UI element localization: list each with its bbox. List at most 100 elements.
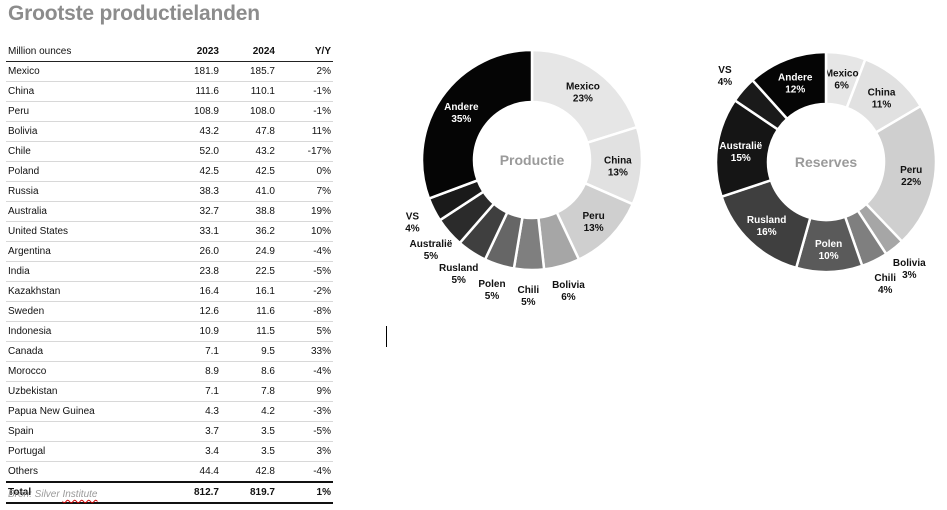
reserves-label-name-bolivia: Bolivia	[893, 258, 926, 269]
column-header-yy: Y/Y	[277, 42, 333, 62]
table-row: Mexico 181.9 185.7 2%	[6, 61, 333, 82]
row-2023: 33.1	[165, 221, 221, 242]
production-label-value-china: 13%	[608, 168, 628, 179]
row-yy: 10%	[277, 221, 333, 242]
row-country: Argentina	[6, 241, 165, 262]
row-2023: 181.9	[165, 61, 221, 82]
row-2023: 3.7	[165, 421, 221, 442]
production-table: Million ounces 2023 2024 Y/Y Mexico 181.9…	[6, 42, 333, 504]
production-label-value-chili: 5%	[521, 297, 536, 308]
row-2023: 8.9	[165, 361, 221, 382]
row-2023: 52.0	[165, 141, 221, 162]
production-label-value-australie: 5%	[424, 251, 439, 262]
row-2024: 185.7	[221, 61, 277, 82]
row-2024: 38.8	[221, 201, 277, 222]
row-2023: 7.1	[165, 341, 221, 362]
row-country: Spain	[6, 421, 165, 442]
production-label-value-bolivia: 6%	[561, 292, 576, 303]
production-label-value-vs: 4%	[405, 224, 420, 235]
reserves-label-bolivia: Bolivia 3%	[893, 258, 926, 281]
production-slice-andere	[420, 48, 534, 201]
reserves-label-value-chili: 4%	[878, 285, 893, 296]
row-country: Australia	[6, 201, 165, 222]
table-row: China 111.6 110.1 -1%	[6, 81, 333, 102]
reserves-label-name-polen: Polen	[815, 239, 842, 250]
row-yy: 7%	[277, 181, 333, 202]
row-yy: 19%	[277, 201, 333, 222]
row-2024: 4.2	[221, 401, 277, 422]
reserves-label-name-australie: Australië	[719, 141, 762, 152]
row-country: Papua New Guinea	[6, 401, 165, 422]
row-2024: 42.5	[221, 161, 277, 182]
row-yy: 2%	[277, 61, 333, 82]
production-label-name-bolivia: Bolivia	[552, 280, 585, 291]
reserves-label-andere: Andere 12%	[778, 73, 813, 96]
reserves-label-value-polen: 10%	[819, 251, 839, 262]
table-row: Chile 52.0 43.2 -17%	[6, 141, 333, 162]
table-row: Spain 3.7 3.5 -5%	[6, 421, 333, 442]
row-country: Portugal	[6, 441, 165, 462]
row-2023: 32.7	[165, 201, 221, 222]
row-2023: 10.9	[165, 321, 221, 342]
row-2024: 47.8	[221, 121, 277, 142]
row-country: India	[6, 261, 165, 282]
reserves-label-vs: VS 4%	[718, 65, 733, 88]
production-label-value-polen: 5%	[485, 291, 500, 302]
table-row: Poland 42.5 42.5 0%	[6, 161, 333, 182]
row-country: Uzbekistan	[6, 381, 165, 402]
reserves-label-mexico: Mexico 6%	[825, 68, 859, 91]
reserves-label-peru: Peru 22%	[900, 165, 922, 188]
table-row: Kazakhstan 16.4 16.1 -2%	[6, 281, 333, 302]
row-2024: 16.1	[221, 281, 277, 302]
row-2024: 110.1	[221, 81, 277, 102]
source-institute: Institute	[62, 489, 98, 500]
row-2023: 108.9	[165, 101, 221, 122]
row-country: Peru	[6, 101, 165, 122]
row-yy: -3%	[277, 401, 333, 422]
reserves-label-value-china: 11%	[872, 99, 892, 110]
row-2023: 42.5	[165, 161, 221, 182]
table-row: Sweden 12.6 11.6 -8%	[6, 301, 333, 322]
row-2024: 43.2	[221, 141, 277, 162]
production-label-name-mexico: Mexico	[566, 82, 600, 93]
row-country: Chile	[6, 141, 165, 162]
reserves-label-name-mexico: Mexico	[825, 68, 859, 79]
column-header-2023: 2023	[165, 42, 221, 62]
table-row: India 23.8 22.5 -5%	[6, 261, 333, 282]
row-yy: 9%	[277, 381, 333, 402]
table-row: Indonesia 10.9 11.5 5%	[6, 321, 333, 342]
table-body: Mexico 181.9 185.7 2% China 111.6 110.1 -1% Peru…	[6, 61, 333, 483]
reserves-label-value-vs: 4%	[718, 77, 733, 88]
column-header-2024: 2024	[221, 42, 277, 62]
production-label-value-mexico: 23%	[573, 94, 593, 105]
row-country: Poland	[6, 161, 165, 182]
page-title: Grootste productielanden	[8, 2, 260, 25]
total-2023: 812.7	[165, 481, 221, 504]
row-2024: 7.8	[221, 381, 277, 402]
table-row: Portugal 3.4 3.5 3%	[6, 441, 333, 462]
production-label-name-peru: Peru	[583, 211, 605, 222]
total-label: Total	[6, 481, 165, 504]
production-label-china: China 13%	[604, 156, 632, 179]
row-2023: 3.4	[165, 441, 221, 462]
row-2023: 111.6	[165, 81, 221, 102]
reserves-label-australie: Australië 15%	[719, 141, 762, 164]
table-row: United States 33.1 36.2 10%	[6, 221, 333, 242]
table-row: Australia 32.7 38.8 19%	[6, 201, 333, 222]
table-row: Peru 108.9 108.0 -1%	[6, 101, 333, 122]
reserves-label-china: China 11%	[868, 87, 896, 110]
table-row: Argentina 26.0 24.9 -4%	[6, 241, 333, 262]
row-yy: 11%	[277, 121, 333, 142]
row-yy: -5%	[277, 421, 333, 442]
row-country: Morocco	[6, 361, 165, 382]
row-2024: 3.5	[221, 421, 277, 442]
row-2024: 3.5	[221, 441, 277, 462]
production-label-name-polen: Polen	[478, 279, 505, 290]
production-label-vs: VS 4%	[405, 212, 420, 235]
table-row: Uzbekistan 7.1 7.8 9%	[6, 381, 333, 402]
production-label-name-andere: Andere	[444, 102, 479, 113]
table-row: Papua New Guinea 4.3 4.2 -3%	[6, 401, 333, 422]
row-yy: -4%	[277, 361, 333, 382]
